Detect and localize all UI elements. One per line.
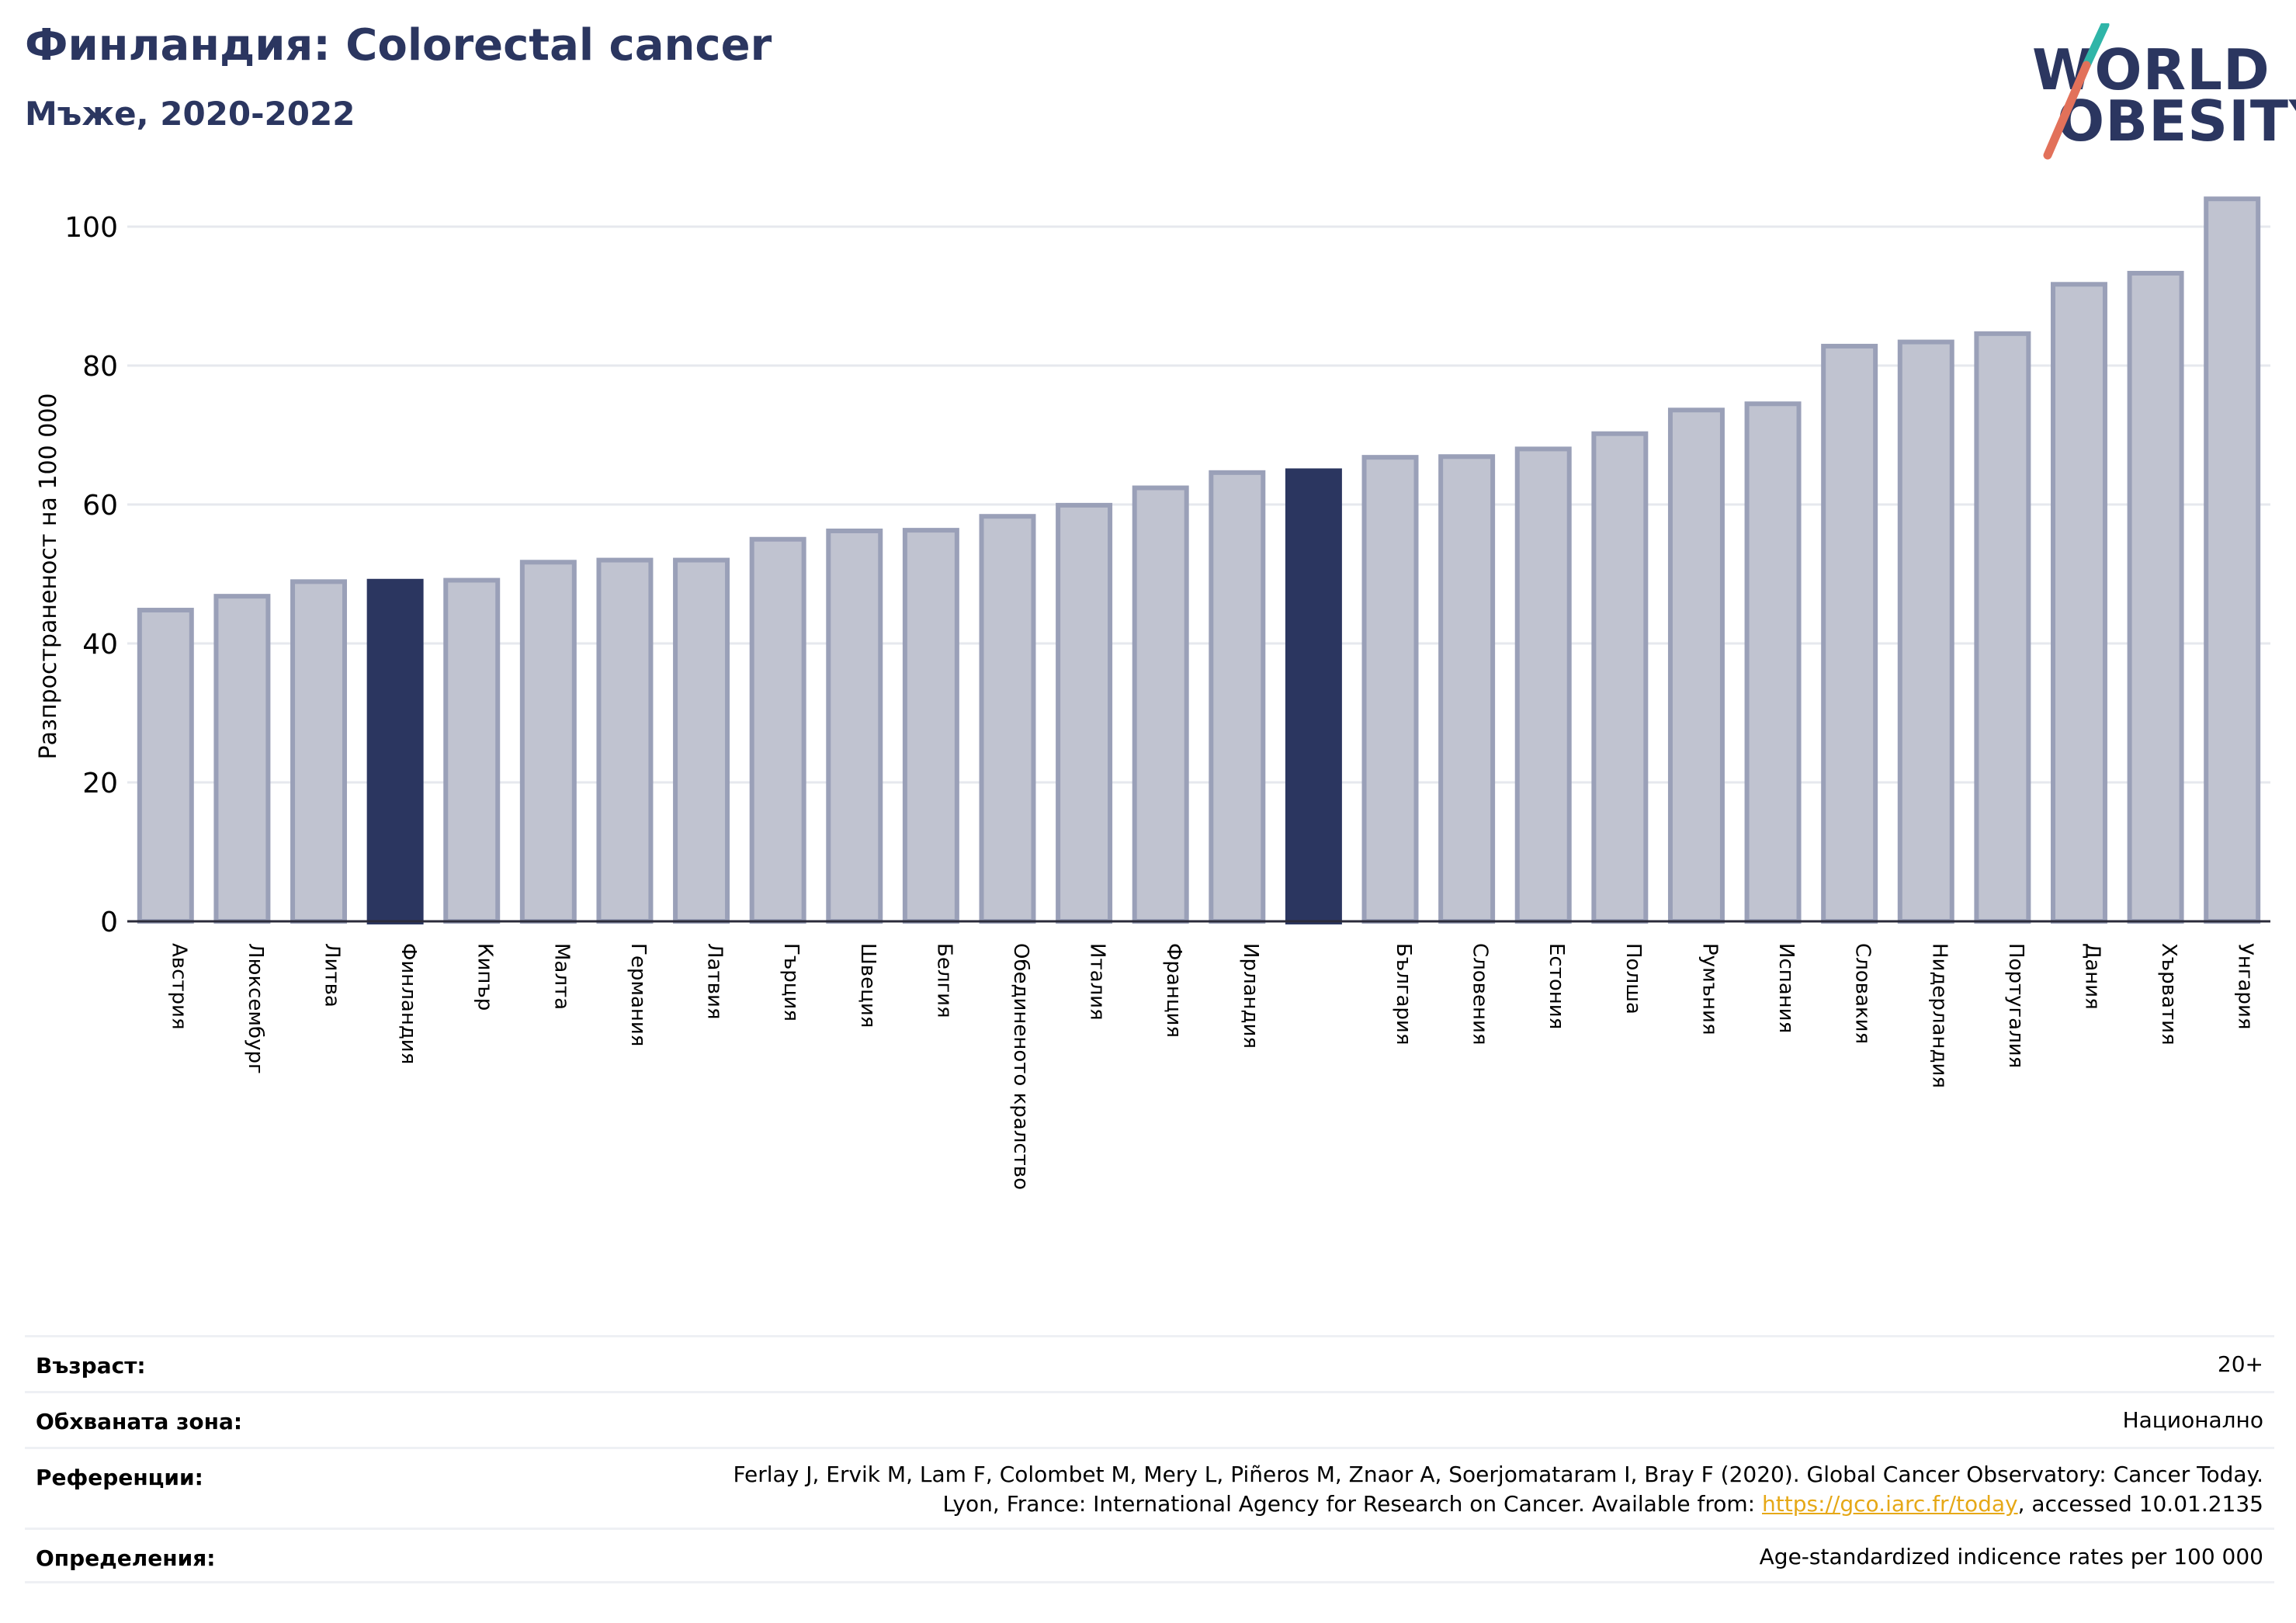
info-value-references: Ferlay J, Ervik M, Lam F, Colombet M, Me…	[733, 1460, 2263, 1519]
y-tick-label: 100	[64, 212, 118, 244]
bar	[1514, 446, 1572, 924]
bar	[519, 560, 577, 924]
x-tick-label: Италия	[1086, 943, 1109, 1021]
bar-chart: 0 20 40 60 80 100 Разпространеност на 100 000 А…	[35, 196, 2270, 1190]
bar-highlighted	[366, 578, 424, 924]
x-tick-label: Словакия	[1851, 943, 1875, 1044]
reference-link[interactable]: https://gco.iarc.fr/today	[1762, 1491, 2018, 1517]
bar	[2204, 196, 2261, 924]
x-tick-label: България	[1392, 943, 1415, 1045]
x-tick-label: Литва	[321, 943, 344, 1007]
info-row-definitions: Определения: Age-standardized indicence …	[25, 1528, 2274, 1583]
x-tick-label: Нидерландия	[1927, 943, 1951, 1088]
info-key-references: Референции:	[36, 1465, 203, 1490]
x-tick-label: Естония	[1545, 943, 1568, 1029]
reference-line-1: Ferlay J, Ervik M, Lam F, Colombet M, Me…	[733, 1462, 2263, 1487]
x-tick-label: Ирландия	[1239, 943, 1262, 1049]
info-key-definitions: Определения:	[36, 1545, 216, 1571]
x-tick-label: Швеция	[856, 943, 879, 1028]
y-axis-label: Разпространеност на 100 000	[35, 394, 62, 760]
x-tick-label: Румъния	[1698, 943, 1721, 1035]
y-tick-label: 0	[100, 907, 118, 938]
chart-subtitle: Мъже, 2020-2022	[25, 95, 355, 133]
y-tick-label: 60	[82, 490, 118, 522]
bar	[213, 594, 271, 924]
bar-highlighted	[1285, 468, 1342, 924]
x-tick-label: Кипър	[473, 943, 497, 1011]
bar	[1438, 454, 1496, 924]
info-key-age: Възраст:	[36, 1353, 146, 1379]
bar	[2050, 282, 2107, 924]
x-tick-label: Австрия	[167, 943, 190, 1030]
bar	[1667, 407, 1725, 924]
bar	[290, 579, 348, 924]
reference-text: Lyon, France: International Agency for R…	[942, 1491, 1762, 1517]
bar	[1974, 331, 2031, 924]
info-value-definitions: Age-standardized indicence rates per 100…	[1759, 1544, 2263, 1569]
info-key-area: Обхваната зона:	[36, 1409, 243, 1434]
x-tick-label: Финландия	[397, 943, 420, 1064]
world-obesity-logo: WORLD OBESITY	[2018, 23, 2296, 163]
x-tick-label: Гърция	[779, 943, 803, 1021]
reference-accessed: , accessed 10.01.2135	[2017, 1491, 2263, 1517]
x-tick-label: Словения	[1469, 943, 1492, 1046]
x-tick-label: Германия	[626, 943, 650, 1046]
x-tick-label: Испания	[1774, 943, 1798, 1033]
bar	[1132, 485, 1189, 924]
x-tick-label: Белгия	[932, 943, 956, 1018]
y-tick-label: 40	[82, 629, 118, 661]
x-tick-label: Малта	[550, 943, 573, 1010]
info-table: Възраст: 20+ Обхваната зона: Национално …	[25, 1335, 2274, 1583]
info-row-area: Обхваната зона: Национално	[25, 1391, 2274, 1447]
x-tick-label: Латвия	[703, 943, 727, 1020]
bar	[673, 557, 730, 924]
x-tick-label: Хърватия	[2157, 943, 2180, 1046]
logo-line1: WORLD	[2032, 37, 2270, 102]
bar	[596, 557, 654, 924]
bar	[979, 514, 1036, 924]
bar	[137, 608, 194, 924]
logo-line2: OBESITY	[2057, 88, 2296, 154]
logo-slash-icon	[2043, 23, 2110, 160]
bar	[902, 528, 959, 924]
x-tick-label: Франция	[1162, 943, 1185, 1038]
bar	[1056, 502, 1113, 924]
info-value-area: Национално	[2122, 1407, 2263, 1433]
chart-title: Финландия: Colorectal cancer	[25, 20, 772, 71]
bar	[1897, 339, 1954, 924]
info-value-age: 20+	[2217, 1351, 2263, 1377]
x-tick-label: Люксембург	[244, 943, 267, 1074]
x-tick-label: Дания	[2080, 943, 2104, 1010]
bar	[1361, 455, 1419, 924]
bar	[1591, 431, 1649, 924]
x-tick-label: Обединеното кралство	[1009, 943, 1032, 1190]
bar	[826, 529, 883, 924]
x-tick-label: Унгария	[2234, 943, 2257, 1029]
y-tick-label: 80	[82, 351, 118, 383]
bar	[1744, 401, 1802, 924]
x-tick-label: Полша	[1621, 943, 1645, 1014]
bar	[2127, 270, 2184, 924]
bar	[443, 577, 501, 924]
bar	[1821, 343, 1878, 924]
info-row-age: Възраст: 20+	[25, 1335, 2274, 1391]
reference-line-2: Lyon, France: International Agency for R…	[733, 1489, 2263, 1519]
x-tick-label: Португалия	[2004, 943, 2027, 1068]
bar	[749, 536, 806, 924]
info-row-references: Референции: Ferlay J, Ervik M, Lam F, Co…	[25, 1447, 2274, 1528]
bar	[1209, 470, 1266, 924]
y-tick-label: 20	[82, 768, 118, 799]
